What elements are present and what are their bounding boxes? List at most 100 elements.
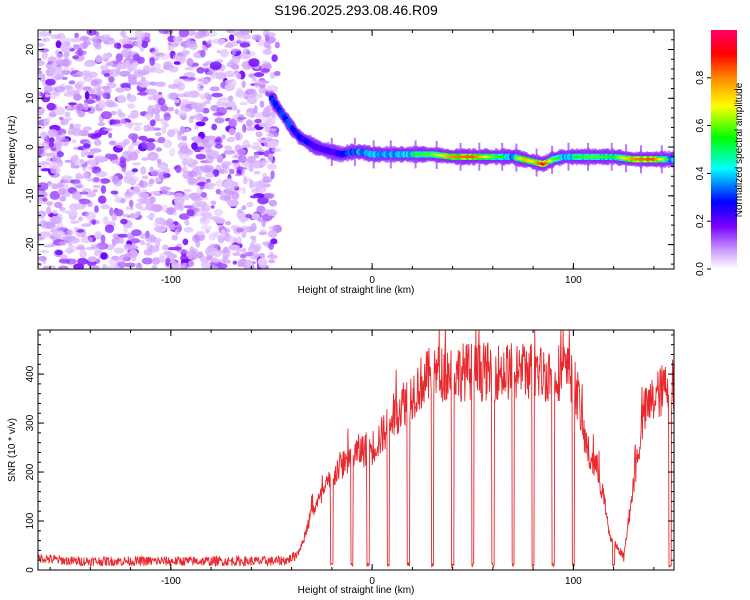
snr-ylabel: SNR (10 * v/v)	[7, 418, 18, 482]
noise-speckle	[161, 244, 169, 251]
noise-speckle	[252, 160, 262, 169]
noise-speckle	[151, 50, 160, 57]
noise-speckle	[229, 34, 235, 41]
noise-speckle	[198, 30, 207, 37]
noise-speckle	[41, 51, 48, 60]
noise-speckle	[248, 73, 255, 78]
noise-speckle	[135, 40, 142, 48]
noise-speckle	[269, 252, 274, 257]
noise-speckle	[76, 244, 85, 250]
noise-speckle	[199, 93, 206, 100]
noise-speckle	[241, 168, 246, 178]
colorbar-tick-label: 0.4	[695, 166, 706, 180]
noise-speckle	[84, 71, 90, 77]
noise-speckle	[179, 76, 189, 80]
noise-speckle	[266, 85, 278, 94]
noise-speckle	[225, 145, 233, 152]
noise-speckle	[249, 195, 259, 199]
noise-speckle	[79, 249, 87, 259]
noise-speckle	[174, 108, 179, 115]
noise-speckle	[38, 42, 45, 47]
noise-speckle	[250, 222, 257, 232]
noise-speckle	[87, 178, 95, 182]
noise-speckle	[78, 198, 91, 205]
noise-speckle	[94, 205, 99, 213]
noise-speckle	[68, 80, 76, 85]
noise-speckle	[202, 63, 209, 67]
noise-speckle	[246, 96, 258, 105]
noise-speckle	[54, 73, 64, 80]
noise-speckle	[100, 111, 112, 120]
noise-speckle	[52, 209, 58, 215]
noise-speckle	[211, 92, 223, 98]
snr-plot	[38, 330, 674, 569]
noise-speckle	[64, 235, 76, 242]
noise-speckle	[258, 139, 270, 143]
noise-speckle	[101, 263, 108, 269]
noise-speckle	[148, 126, 156, 132]
noise-speckle	[267, 230, 278, 238]
noise-speckle	[266, 209, 278, 217]
noise-speckle	[160, 105, 169, 112]
noise-speckle	[50, 147, 57, 151]
noise-speckle	[160, 185, 169, 195]
noise-speckle	[61, 210, 72, 214]
noise-speckle	[243, 176, 248, 185]
noise-speckle	[166, 106, 175, 112]
noise-speckle	[235, 87, 244, 94]
noise-speckle	[151, 107, 161, 115]
noise-speckle	[76, 184, 84, 189]
noise-speckle	[90, 71, 98, 78]
noise-speckle	[159, 53, 171, 60]
noise-speckle	[267, 37, 275, 44]
noise-speckle	[71, 155, 79, 165]
noise-speckle	[203, 100, 211, 105]
noise-speckle	[168, 66, 179, 73]
noise-speckle	[54, 249, 63, 256]
noise-speckle	[251, 188, 260, 193]
noise-speckle	[96, 242, 109, 250]
noise-speckle	[253, 170, 261, 175]
noise-speckle	[108, 259, 119, 266]
noise-speckle	[176, 82, 186, 91]
noise-speckle	[186, 40, 198, 48]
noise-speckle	[267, 128, 277, 132]
noise-speckle	[228, 128, 236, 136]
noise-speckle	[205, 145, 212, 153]
noise-speckle	[224, 259, 232, 264]
noise-speckle	[194, 113, 205, 121]
noise-speckle	[102, 216, 109, 225]
noise-speckle	[145, 230, 150, 239]
noise-speckle	[236, 36, 242, 43]
colorbar-tick-label: 0.2	[695, 214, 706, 228]
noise-speckle	[206, 155, 214, 164]
noise-speckle	[123, 243, 133, 249]
noise-speckle	[136, 92, 148, 96]
noise-speckle	[123, 170, 136, 177]
noise-speckle	[251, 77, 257, 82]
noise-speckle	[102, 58, 109, 62]
noise-speckle	[97, 195, 107, 204]
noise-speckle	[218, 169, 226, 175]
noise-speckle	[117, 261, 127, 268]
noise-speckle	[61, 175, 73, 181]
colorbar-label: Normalized spectral amplitude	[734, 82, 745, 217]
noise-speckle	[49, 137, 55, 144]
noise-speckle	[55, 59, 68, 67]
y-tick-label: 300	[25, 414, 36, 431]
noise-speckle	[207, 182, 212, 186]
noise-speckle	[237, 208, 243, 214]
noise-speckle	[82, 188, 92, 193]
noise-speckle	[218, 249, 230, 254]
noise-speckle	[271, 54, 278, 62]
noise-speckle	[209, 247, 219, 252]
noise-speckle	[216, 49, 221, 54]
noise-speckle	[249, 242, 256, 249]
snr-xlabel: Height of straight line (km)	[298, 585, 415, 596]
noise-speckle	[103, 128, 113, 132]
noise-speckle	[40, 191, 48, 198]
noise-speckle	[131, 122, 143, 126]
noise-speckle	[54, 91, 61, 97]
noise-speckle	[38, 70, 43, 74]
trace-peak	[663, 158, 669, 161]
